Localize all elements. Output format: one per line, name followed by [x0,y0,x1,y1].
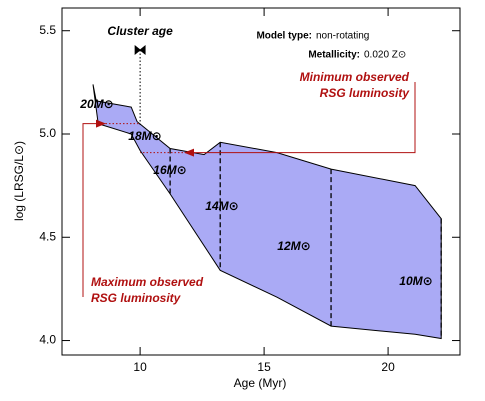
mass-label: 20M⊙ [79,97,113,111]
mass-label: 10M⊙ [399,274,432,288]
min-luminosity-label: Minimum observed [300,70,410,84]
plot-frame [61,7,461,356]
x-tick-label: 10 [133,360,147,374]
model-type: non-rotating [316,31,369,42]
max-luminosity-label: RSG luminosity [91,291,182,305]
mass-label: 14M⊙ [205,199,238,213]
y-tick-label: 5.5 [39,23,56,37]
model-type-label: Model type: [256,31,312,42]
y-tick-label: 4.0 [39,333,56,347]
y-axis-label: log (LRSG/L⊙) [12,141,26,221]
max-luminosity-line [82,123,102,297]
x-axis-label: Age (Myr) [234,376,287,390]
max-luminosity-arrow [96,119,106,128]
min-luminosity-line [190,82,416,154]
min-luminosity-arrow [184,148,194,157]
cluster-age-label: Cluster age [107,24,173,38]
min-luminosity-label: RSG luminosity [320,86,411,100]
y-tick-label: 4.5 [39,229,56,243]
metallicity-label: Metallicity: [308,50,360,61]
mass-label: 12M⊙ [277,239,310,253]
mass-label: 18M⊙ [128,129,161,143]
cluster-age-error [134,44,146,56]
y-tick-label: 5.0 [39,126,56,140]
metallicity: 0.020 Z⊙ [364,50,406,61]
max-luminosity-label: Maximum observed [91,275,204,289]
mass-label: 16M⊙ [153,163,186,177]
x-tick-label: 15 [257,360,271,374]
x-tick-label: 20 [381,360,395,374]
